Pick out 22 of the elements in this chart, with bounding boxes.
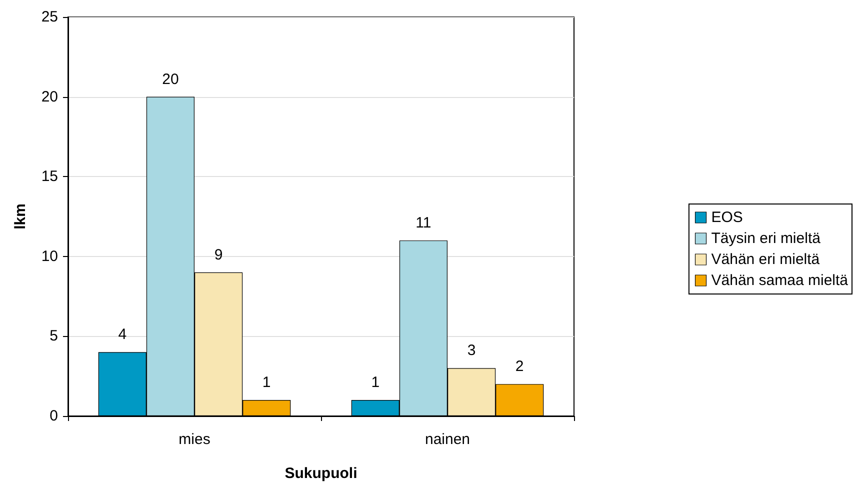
legend-label: Täysin eri mieltä bbox=[711, 230, 822, 247]
data-label: 2 bbox=[515, 358, 524, 376]
y-tick-label: 20 bbox=[41, 88, 58, 106]
x-tick-label: mies bbox=[178, 431, 210, 448]
x-axis-title: Sukupuoli bbox=[284, 465, 358, 482]
y-tick-label: 25 bbox=[41, 8, 58, 26]
y-tick-label: 0 bbox=[50, 408, 58, 424]
data-label: 20 bbox=[162, 70, 179, 88]
data-label: 11 bbox=[416, 214, 432, 232]
legend-label: Vähän eri mieltä bbox=[711, 251, 820, 268]
data-label: 3 bbox=[467, 342, 476, 360]
data-label: 1 bbox=[262, 374, 271, 392]
x-tick-label: nainen bbox=[424, 431, 470, 448]
legend-label: Vähän samaa mieltä bbox=[711, 272, 849, 289]
data-label: 4 bbox=[118, 326, 127, 344]
data-label: 1 bbox=[371, 374, 380, 392]
y-tick-label: 15 bbox=[41, 168, 58, 186]
y-tick-label: 10 bbox=[41, 248, 58, 265]
data-label: 9 bbox=[214, 246, 223, 264]
legend-label: EOS bbox=[711, 209, 743, 226]
y-tick-label: 5 bbox=[50, 328, 58, 345]
y-axis-title: lkm bbox=[12, 204, 29, 230]
